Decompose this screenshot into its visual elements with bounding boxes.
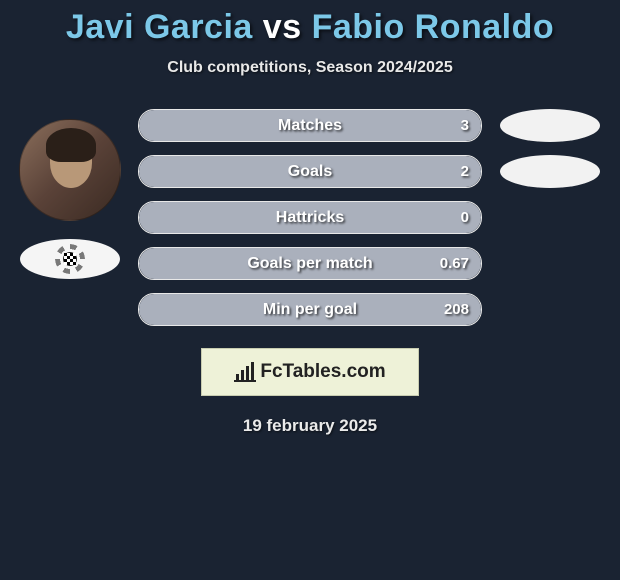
subtitle: Club competitions, Season 2024/2025 (0, 59, 620, 77)
source-logo-box: FcTables.com (201, 348, 419, 396)
stat-value-player1: 3 (461, 117, 469, 134)
stat-label: Hattricks (276, 209, 344, 227)
stat-row: Min per goal 208 (138, 293, 482, 326)
right-column (490, 109, 610, 326)
stat-row: Matches 3 (138, 109, 482, 142)
player2-stat-pill (500, 109, 600, 142)
left-column (10, 109, 130, 326)
stat-label: Goals (288, 163, 332, 181)
stat-row: Goals 2 (138, 155, 482, 188)
main-area: Matches 3 Goals 2 Hattricks 0 Goals per match 0… (0, 109, 620, 326)
player2-stat-pill (500, 155, 600, 188)
stat-value-player1: 208 (444, 301, 469, 318)
bar-chart-icon (234, 362, 256, 382)
date-text: 19 february 2025 (0, 416, 620, 436)
stat-value-player1: 2 (461, 163, 469, 180)
stat-value-player1: 0 (461, 209, 469, 226)
stat-value-player1: 0.67 (440, 255, 469, 272)
page-title: Javi Garcia vs Fabio Ronaldo (0, 8, 620, 47)
stat-label: Matches (278, 117, 342, 135)
stats-column: Matches 3 Goals 2 Hattricks 0 Goals per match 0… (130, 109, 490, 326)
stat-row: Goals per match 0.67 (138, 247, 482, 280)
player1-club-badge (20, 239, 120, 279)
comparison-card: Javi Garcia vs Fabio Ronaldo Club compet… (0, 0, 620, 436)
stat-label: Goals per match (247, 255, 372, 273)
stat-row: Hattricks 0 (138, 201, 482, 234)
player2-name: Fabio Ronaldo (312, 8, 555, 46)
player1-avatar (19, 119, 121, 221)
stat-label: Min per goal (263, 301, 357, 319)
vs-text: vs (263, 8, 302, 46)
club-crest-icon (55, 244, 85, 274)
player1-name: Javi Garcia (66, 8, 253, 46)
logo-text: FcTables.com (260, 361, 385, 383)
